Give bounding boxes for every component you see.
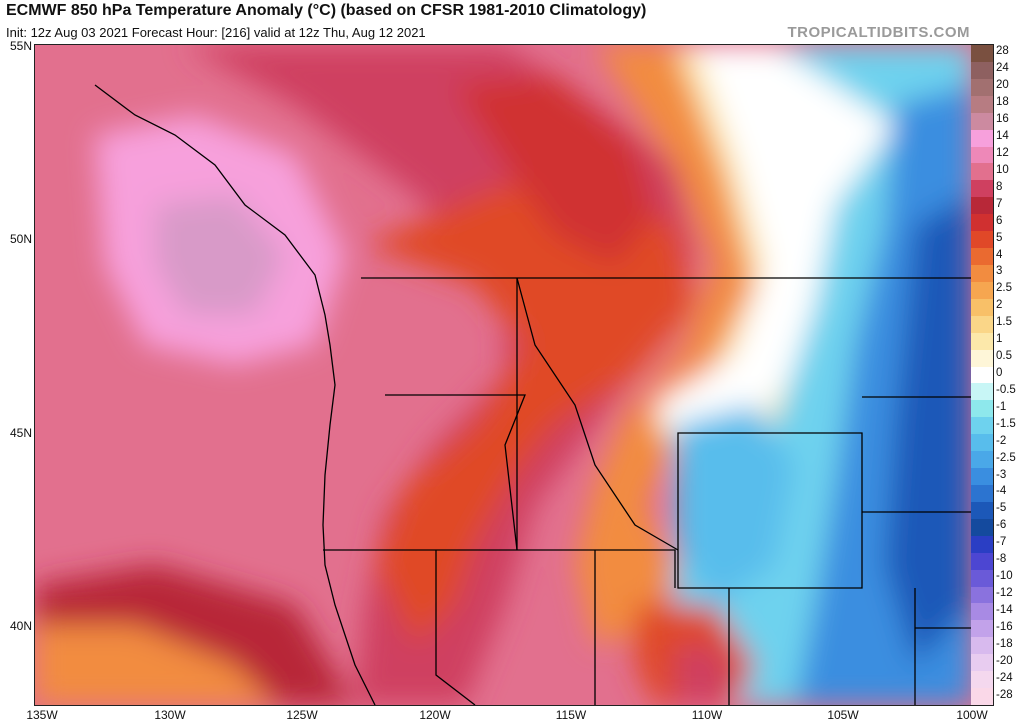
colorbar-label: 0: [996, 367, 1003, 379]
colorbar-label: -12: [996, 587, 1013, 599]
colorbar-swatch: [971, 688, 993, 706]
colorbar-swatch: [971, 603, 993, 621]
colorbar-swatch: [971, 552, 993, 571]
lon-label-135w: 135W: [26, 708, 58, 722]
lon-label-130w: 130W: [154, 708, 186, 722]
colorbar-label: 3: [996, 265, 1003, 278]
colorbar-swatch: [971, 61, 993, 80]
colorbar-swatch: [971, 281, 993, 300]
colorbar-swatch: [971, 535, 993, 554]
lat-label-45n: 45N: [9, 426, 32, 440]
colorbar-label: -10: [996, 570, 1013, 583]
colorbar-swatch: [971, 637, 993, 655]
lon-label-105w: 105W: [827, 708, 859, 722]
colorbar-swatch: [971, 569, 993, 588]
colorbar-label: 7: [996, 197, 1003, 210]
colorbar-label: -1: [996, 400, 1007, 413]
colorbar-swatch: [971, 366, 993, 384]
colorbar-label: 16: [996, 113, 1009, 126]
colorbar-label: 24: [996, 62, 1009, 75]
colorbar-swatch: [971, 180, 993, 198]
colorbar-label: 14: [996, 130, 1009, 143]
colorbar-label: 4: [996, 248, 1003, 261]
colorbar-label: 6: [996, 214, 1003, 227]
colorbar-label: 12: [996, 147, 1009, 159]
colorbar-label: 2.5: [996, 282, 1012, 295]
colorbar-swatch: [971, 434, 993, 452]
colorbar-label: 18: [996, 96, 1009, 109]
colorbar-swatch: [971, 518, 993, 537]
colorbar-swatch: [971, 265, 993, 283]
colorbar-label: -28: [996, 688, 1013, 701]
colorbar-label: -14: [996, 603, 1013, 616]
colorbar-label: 1: [996, 333, 1003, 346]
colorbar-label: -0.5: [996, 383, 1016, 396]
colorbar-swatch: [971, 485, 993, 503]
colorbar-label: -2.5: [996, 451, 1016, 464]
lon-label-115w: 115W: [555, 708, 587, 722]
colorbar: [971, 44, 994, 706]
colorbar-label: 5: [996, 231, 1003, 244]
forecast-info: Init: 12z Aug 03 2021 Forecast Hour: [21…: [6, 25, 426, 40]
lat-label-50n: 50N: [9, 232, 32, 246]
colorbar-label: 28: [996, 45, 1009, 58]
colorbar-swatch: [971, 586, 993, 604]
colorbar-label: -8: [996, 553, 1007, 566]
colorbar-swatch: [971, 298, 993, 317]
colorbar-label: -4: [996, 485, 1007, 498]
colorbar-swatch: [971, 468, 993, 486]
colorbar-label: 0.5: [996, 350, 1012, 363]
colorbar-swatch: [971, 45, 993, 63]
colorbar-label: -6: [996, 519, 1007, 532]
colorbar-label: -7: [996, 536, 1007, 549]
lon-label-110w: 110W: [691, 708, 723, 722]
colorbar-label: 20: [996, 79, 1009, 92]
lon-label-100w: 100W: [956, 708, 988, 722]
colorbar-label: 10: [996, 163, 1009, 176]
colorbar-label: -5: [996, 502, 1007, 515]
colorbar-swatch: [971, 214, 993, 232]
colorbar-label: -18: [996, 637, 1013, 650]
colorbar-swatch: [971, 400, 993, 418]
colorbar-swatch: [971, 231, 993, 249]
colorbar-swatch: [971, 501, 993, 520]
colorbar-swatch: [971, 349, 993, 368]
colorbar-label: 8: [996, 180, 1003, 193]
colorbar-swatch: [971, 197, 993, 215]
colorbar-label: -16: [996, 620, 1013, 633]
chart-title: ECMWF 850 hPa Temperature Anomaly (°C) (…: [6, 2, 647, 19]
colorbar-swatch: [971, 332, 993, 351]
colorbar-swatch: [971, 163, 993, 181]
colorbar-label: -3: [996, 468, 1007, 481]
lon-label-120w: 120W: [419, 708, 451, 722]
colorbar-label: -1.5: [996, 417, 1016, 430]
colorbar-swatch: [971, 451, 993, 469]
source-watermark: TROPICALTIDBITS.COM: [787, 24, 970, 41]
colorbar-swatch: [971, 620, 993, 638]
colorbar-swatch: [971, 78, 993, 97]
colorbar-swatch: [971, 95, 993, 114]
colorbar-label: -2: [996, 434, 1007, 447]
colorbar-swatch: [971, 671, 993, 689]
colorbar-label: 1.5: [996, 316, 1012, 329]
colorbar-swatch: [971, 383, 993, 401]
colorbar-swatch: [971, 129, 993, 148]
colorbar-swatch: [971, 315, 993, 334]
lon-label-125w: 125W: [286, 708, 318, 722]
colorbar-label: -24: [996, 671, 1013, 684]
lat-label-40n: 40N: [9, 619, 32, 633]
temperature-anomaly-map: [34, 44, 973, 706]
colorbar-swatch: [971, 112, 993, 131]
colorbar-swatch: [971, 248, 993, 266]
anomaly-field: [35, 45, 972, 705]
colorbar-label: -20: [996, 654, 1013, 667]
colorbar-swatch: [971, 654, 993, 672]
colorbar-label: 2: [996, 299, 1003, 312]
lat-label-55n: 55N: [9, 39, 32, 53]
colorbar-swatch: [971, 146, 993, 164]
colorbar-swatch: [971, 417, 993, 435]
